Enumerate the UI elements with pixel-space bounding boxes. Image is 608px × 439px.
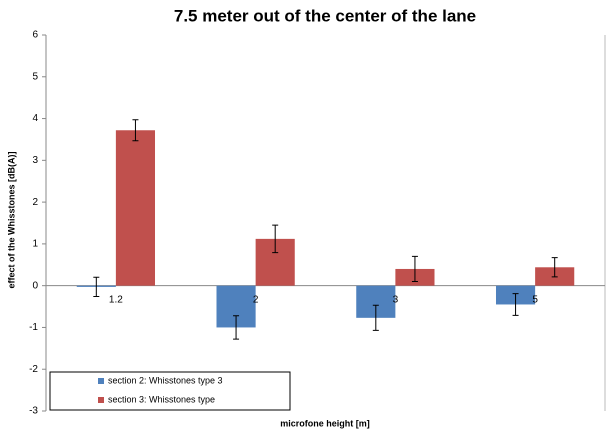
error-bar (272, 224, 279, 254)
x-axis-label: microfone height [m] (280, 418, 370, 428)
y-tick-label: 0 (32, 280, 38, 291)
y-tick-label: 1 (32, 239, 38, 250)
bar (115, 130, 156, 286)
x-tick-label: 3 (393, 294, 399, 305)
error-bar (93, 276, 100, 298)
y-tick-label: 5 (32, 71, 38, 82)
y-tick-label: 6 (32, 30, 38, 41)
y-tick-label: -3 (29, 406, 38, 417)
legend-label: section 3: Whisstones type (108, 394, 215, 404)
x-tick-label: 2 (253, 294, 259, 305)
y-axis-label: effect of the Whisstones [dB(A)] (6, 152, 16, 289)
x-tick-label: 5 (532, 294, 538, 305)
legend-label: section 2: Whisstones type 3 (108, 375, 223, 385)
error-bar (233, 315, 240, 340)
y-tick-label: 4 (32, 113, 38, 124)
chart-title: 7.5 meter out of the center of the lane (174, 6, 476, 25)
legend-box (49, 371, 291, 411)
error-bar (411, 255, 418, 282)
error-bar (132, 119, 139, 142)
error-bar (551, 257, 558, 278)
x-tick-label: 1.2 (109, 294, 123, 305)
y-tick-label: 3 (32, 155, 38, 166)
legend-swatch (98, 378, 104, 384)
error-bar (512, 293, 519, 316)
legend-swatch (98, 397, 104, 403)
error-bar (372, 304, 379, 331)
y-tick-label: -2 (29, 364, 38, 375)
y-tick-label: -1 (29, 322, 38, 333)
y-tick-label: 2 (32, 197, 38, 208)
